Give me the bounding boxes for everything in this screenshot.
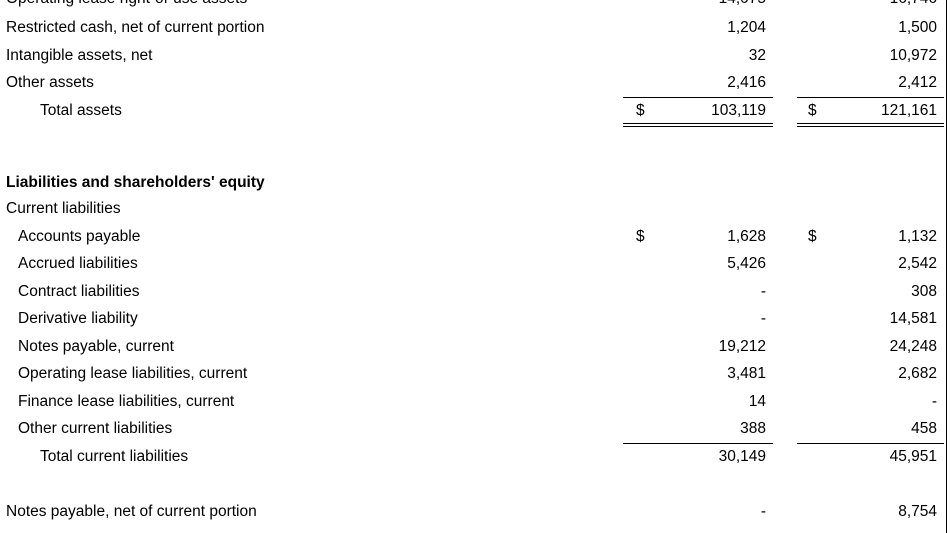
- row-label: Derivative liability: [18, 310, 138, 327]
- subtotal-rule: [797, 443, 944, 444]
- value-prior-year: -: [931, 393, 937, 410]
- value-current-year: -: [760, 310, 766, 327]
- table-row: Operating lease liabilities, current 3,48…: [0, 362, 950, 386]
- value-prior-year: 16,746: [890, 0, 937, 11]
- subtotal-rule: [623, 443, 773, 444]
- value-prior-year: 8,754: [898, 503, 937, 520]
- value-prior-year: 10,972: [889, 47, 937, 64]
- currency-symbol: $: [808, 228, 817, 245]
- row-label: Total assets: [40, 102, 122, 119]
- table-row: Other current liabilities 388 458: [0, 417, 950, 441]
- value-prior-year: 2,542: [898, 255, 937, 272]
- row-label: Liabilities and shareholders' equity: [6, 174, 265, 191]
- subtotal-rule: [623, 97, 773, 98]
- value-prior-year: 458: [911, 420, 937, 437]
- table-row: Intangible assets, net 32 10,972: [0, 44, 950, 68]
- table-row: Notes payable, current 19,212 24,248: [0, 335, 950, 359]
- right-border: [946, 0, 947, 533]
- row-label: Current liabilities: [6, 200, 121, 217]
- value-current-year: 103,119: [711, 102, 766, 119]
- value-current-year: 32: [748, 47, 766, 64]
- row-label: Operating lease liabilities, current: [18, 365, 248, 382]
- value-prior-year: 45,951: [889, 448, 937, 465]
- row-label: Finance lease liabilities, current: [18, 393, 235, 410]
- row-label: Notes payable, net of current portion: [6, 503, 257, 520]
- value-prior-year: 308: [911, 283, 937, 300]
- table-row: Total assets $103,119 $121,161: [0, 97, 950, 127]
- table-row: Restricted cash, net of current portion 1…: [0, 16, 950, 40]
- table-row: Finance lease liabilities, current 14 -: [0, 390, 950, 414]
- value-current-year: 5,426: [727, 255, 766, 272]
- row-label: Notes payable, current: [18, 338, 174, 355]
- value-current-year: 388: [740, 420, 766, 437]
- double-underline: [623, 123, 773, 127]
- table-row: Derivative liability - 14,581: [0, 307, 950, 331]
- table-row: Other assets 2,416 2,412: [0, 71, 950, 95]
- value-current-year: 14: [748, 393, 766, 410]
- value-current-year: -: [760, 503, 766, 520]
- table-row: Total current liabilities 30,149 45,951: [0, 443, 950, 469]
- table-row: Accrued liabilities 5,426 2,542: [0, 252, 950, 276]
- value-prior-year: 2,682: [898, 365, 937, 382]
- value-current-year: 30,149: [718, 448, 766, 465]
- table-row: Operating lease right-of-use assets 14,07…: [0, 0, 950, 11]
- currency-symbol: $: [808, 102, 817, 119]
- table-row: Accounts payable $1,628 $1,132: [0, 225, 950, 249]
- currency-symbol: $: [636, 228, 645, 245]
- currency-symbol: $: [636, 102, 645, 119]
- value-current-year: 1,628: [727, 228, 766, 245]
- row-label: Other assets: [6, 74, 94, 91]
- value-current-year: 3,481: [727, 365, 766, 382]
- value-prior-year: 121,161: [880, 102, 937, 119]
- value-current-year: 19,212: [718, 338, 766, 355]
- row-label: Total current liabilities: [40, 448, 189, 465]
- subtotal-rule: [797, 97, 944, 98]
- table-row: Contract liabilities - 308: [0, 280, 950, 304]
- table-row: Liabilities and shareholders' equity: [0, 171, 950, 195]
- table-row: Current liabilities: [0, 197, 950, 221]
- row-label: Restricted cash, net of current portion: [6, 19, 265, 36]
- row-label: Accounts payable: [18, 228, 141, 245]
- value-current-year: 14,075: [719, 0, 766, 11]
- value-current-year: -: [760, 283, 766, 300]
- value-prior-year: 14,581: [889, 310, 937, 327]
- row-label: Operating lease right-of-use assets: [6, 0, 247, 11]
- row-label: Other current liabilities: [18, 420, 173, 437]
- value-current-year: 2,416: [727, 74, 766, 91]
- table-row: Notes payable, net of current portion - 8,…: [0, 500, 950, 524]
- row-label: Accrued liabilities: [18, 255, 138, 272]
- value-prior-year: 1,132: [898, 228, 937, 245]
- double-underline: [797, 123, 944, 127]
- row-label: Intangible assets, net: [6, 47, 153, 64]
- value-current-year: 1,204: [727, 19, 766, 36]
- value-prior-year: 2,412: [898, 74, 937, 91]
- value-prior-year: 24,248: [889, 338, 937, 355]
- value-prior-year: 1,500: [898, 19, 937, 36]
- row-label: Contract liabilities: [18, 283, 140, 300]
